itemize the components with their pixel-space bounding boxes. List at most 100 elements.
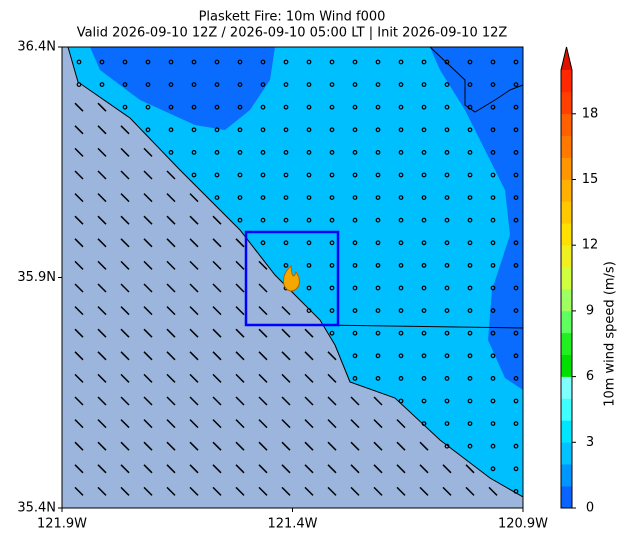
colorbar-tick-label: 12 — [582, 238, 599, 253]
wind-calm — [398, 127, 404, 133]
map — [62, 47, 523, 508]
wind-barb — [120, 306, 130, 316]
wind-barb — [189, 396, 199, 406]
wind-barb — [189, 238, 199, 248]
wind-calm — [513, 443, 519, 449]
wind-barb — [327, 464, 337, 474]
wind-barb — [74, 215, 84, 225]
wind-calm — [145, 127, 151, 133]
wind-calm — [398, 172, 404, 178]
wind-barb — [350, 464, 360, 474]
wind-calm — [421, 82, 427, 87]
wind-barb — [212, 351, 222, 361]
fire-box — [244, 230, 340, 327]
wind-calm — [490, 127, 496, 133]
wind-barb — [373, 441, 383, 451]
wind-calm — [513, 217, 519, 223]
colorbar-band — [561, 245, 572, 268]
wind-barb — [97, 396, 107, 406]
wind-barb — [212, 464, 222, 474]
wind-calm — [375, 195, 381, 201]
wind-calm — [467, 195, 473, 201]
wind-calm — [306, 285, 312, 291]
wind-calm — [260, 82, 266, 87]
wind-calm — [168, 104, 174, 110]
wind-barb — [74, 147, 84, 157]
wind-calm — [398, 59, 404, 65]
wind-barb — [304, 396, 314, 406]
wind-barb — [350, 396, 360, 406]
wind-calm — [444, 263, 450, 268]
wind-calm — [329, 82, 335, 87]
wind-barb — [74, 486, 84, 496]
wind-barb — [74, 102, 84, 112]
wind-calm — [421, 172, 427, 178]
wind-calm — [352, 82, 358, 87]
wind-calm — [329, 330, 335, 336]
wind-barb — [212, 328, 222, 338]
wind-calm — [490, 466, 496, 472]
wind-barb — [419, 486, 429, 496]
wind-calm — [306, 263, 312, 268]
wind-calm — [237, 149, 243, 155]
wind-calm — [421, 217, 427, 223]
wind-calm — [467, 217, 473, 223]
wind-calm — [421, 59, 427, 65]
wind-barb — [143, 486, 153, 496]
wind-barb — [189, 260, 199, 270]
wind-calm — [513, 149, 519, 155]
wind-calm — [467, 376, 473, 381]
wind-barb — [97, 238, 107, 248]
wind-calm — [76, 82, 82, 87]
wind-barb — [120, 238, 130, 248]
wind-barb — [350, 441, 360, 451]
wind-calm — [398, 217, 404, 223]
wind-calm — [122, 104, 128, 110]
x-tick-label: 120.9W — [498, 517, 548, 532]
wind-calm — [191, 59, 197, 65]
wind-barb — [143, 170, 153, 180]
wind-calm — [421, 263, 427, 268]
wind-barb — [189, 215, 199, 225]
wind-calm — [191, 104, 197, 110]
colorbar-tick-label: 9 — [586, 303, 594, 318]
wind-barb — [327, 351, 337, 361]
wind-calm — [352, 353, 358, 359]
wind-calm — [214, 82, 220, 87]
wind-barb — [74, 306, 84, 316]
wind-calm — [306, 172, 312, 178]
wind-barb — [189, 419, 199, 429]
wind-calm — [398, 240, 404, 246]
wind-barb — [189, 283, 199, 293]
county-line — [429, 47, 523, 113]
wind-barb — [212, 283, 222, 293]
wind-calm — [421, 195, 427, 201]
colorbar-band — [561, 398, 572, 421]
wind-calm — [513, 104, 519, 110]
wind-barb — [304, 441, 314, 451]
chart-subtitle: Valid 2026-09-10 12Z / 2026-09-10 05:00 … — [77, 26, 508, 41]
wind-barb — [143, 238, 153, 248]
wind-barb — [74, 441, 84, 451]
wind-barb — [281, 306, 291, 316]
colorbar-band — [561, 289, 572, 312]
wind-calm — [467, 149, 473, 155]
wind-calm — [490, 195, 496, 201]
colorbar-band — [561, 157, 572, 180]
wind-calm — [329, 172, 335, 178]
wind-barb — [212, 260, 222, 270]
wind-barb — [281, 486, 291, 496]
wind-calm — [444, 195, 450, 201]
wind-barb — [281, 464, 291, 474]
wind-barb — [235, 328, 245, 338]
wind-barb — [120, 125, 130, 135]
wind-barb — [166, 419, 176, 429]
wind-calm — [260, 172, 266, 178]
wind-barb — [350, 419, 360, 429]
wind-barb — [258, 260, 268, 270]
colorbar-band — [561, 442, 572, 465]
wind-barb — [235, 486, 245, 496]
wind-calm — [283, 82, 289, 87]
wind-calm — [467, 172, 473, 178]
wind-calm — [421, 127, 427, 133]
